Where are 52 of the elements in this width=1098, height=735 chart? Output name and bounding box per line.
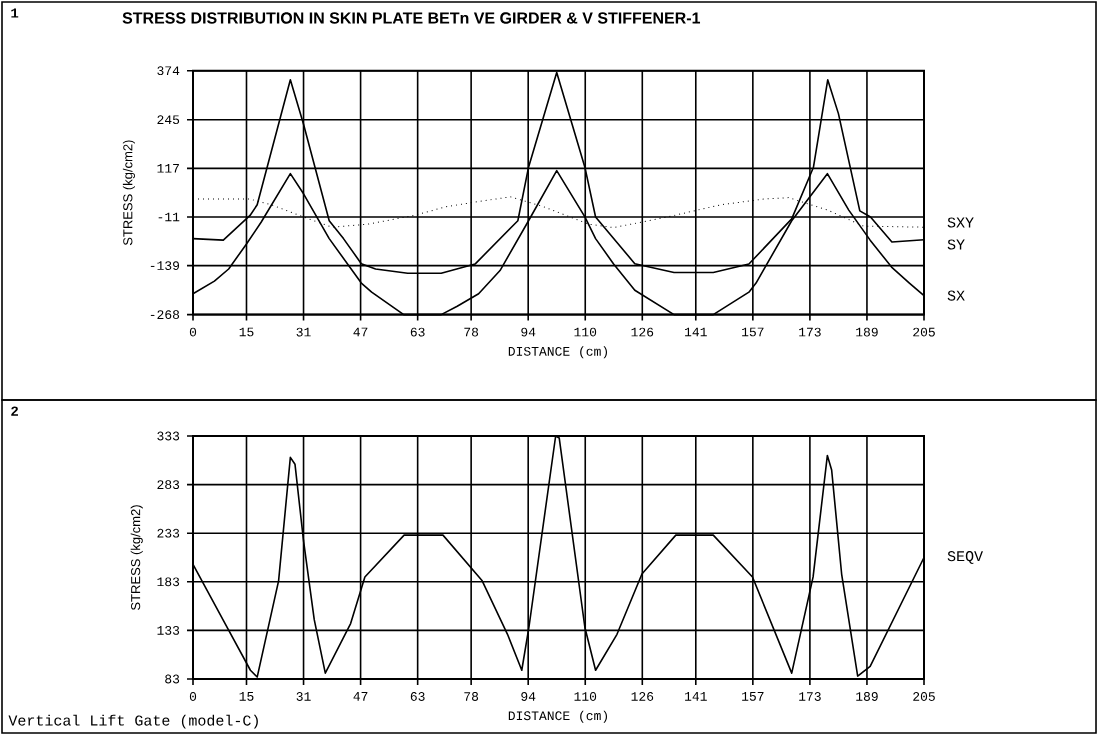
series-label: SY (947, 239, 965, 250)
x-tick-label: 31 (296, 327, 311, 337)
x-tick-label: 78 (464, 327, 479, 337)
x-tick-label: 189 (856, 692, 878, 701)
y-tick-label: 374 (157, 66, 180, 76)
text: Vertical Lift Gate (model-C) (8, 714, 258, 729)
x-axis-title: DISTANCE (cm) (508, 710, 608, 723)
text: 2 (11, 406, 18, 416)
y-tick-label: -11 (158, 212, 180, 222)
y-tick-label: 133 (157, 626, 180, 635)
x-tick-label: 0 (189, 327, 197, 337)
text: 1 (11, 8, 19, 18)
y-tick-label: -268 (150, 310, 180, 320)
y-tick-label: 283 (157, 480, 180, 490)
y-tick-label: 183 (157, 577, 180, 587)
x-tick-label: 157 (742, 692, 764, 701)
x-tick-label: 205 (913, 692, 935, 701)
y-tick-label: 233 (157, 528, 180, 538)
x-tick-label: 141 (685, 692, 707, 701)
x-tick-label: 15 (239, 327, 254, 337)
x-tick-label: 94 (521, 692, 536, 701)
series-label: SXY (947, 217, 974, 228)
x-tick-label: 0 (189, 692, 197, 701)
x-tick-label: 173 (799, 327, 821, 337)
x-tick-label: 141 (685, 327, 707, 337)
x-axis-title: DISTANCE (cm) (508, 346, 608, 359)
x-tick-label: 126 (631, 692, 654, 701)
series-label: SEQV (947, 551, 983, 564)
series-label: SX (947, 290, 965, 301)
y-tick-label: -139 (150, 261, 180, 270)
x-tick-label: 126 (631, 327, 654, 337)
chart-title: STRESS DISTRIBUTION IN SKIN PLATE BETn VE GIRDER & V STIFFENER-1 (122, 12, 701, 24)
y-axis-title: STRESS (kg/cm2) (130, 505, 143, 610)
x-tick-label: 47 (353, 327, 368, 337)
x-tick-label: 173 (799, 692, 821, 701)
x-tick-label: 47 (353, 692, 368, 701)
x-tick-label: 110 (574, 327, 597, 337)
x-tick-label: 110 (574, 692, 597, 701)
x-tick-label: 63 (410, 692, 425, 701)
x-tick-label: 157 (742, 327, 764, 337)
y-axis-title: STRESS (kg/cm2) (122, 140, 135, 246)
x-tick-label: 63 (410, 327, 425, 337)
y-tick-label: 333 (157, 431, 180, 441)
y-tick-label: 117 (157, 164, 179, 173)
y-tick-label: 245 (157, 115, 180, 125)
x-tick-label: 189 (856, 327, 878, 337)
x-tick-label: 15 (239, 692, 254, 701)
y-tick-label: 83 (165, 674, 180, 684)
x-tick-label: 31 (296, 692, 311, 701)
x-tick-label: 78 (464, 692, 479, 701)
x-tick-label: 94 (521, 327, 536, 337)
x-tick-label: 205 (913, 327, 935, 337)
